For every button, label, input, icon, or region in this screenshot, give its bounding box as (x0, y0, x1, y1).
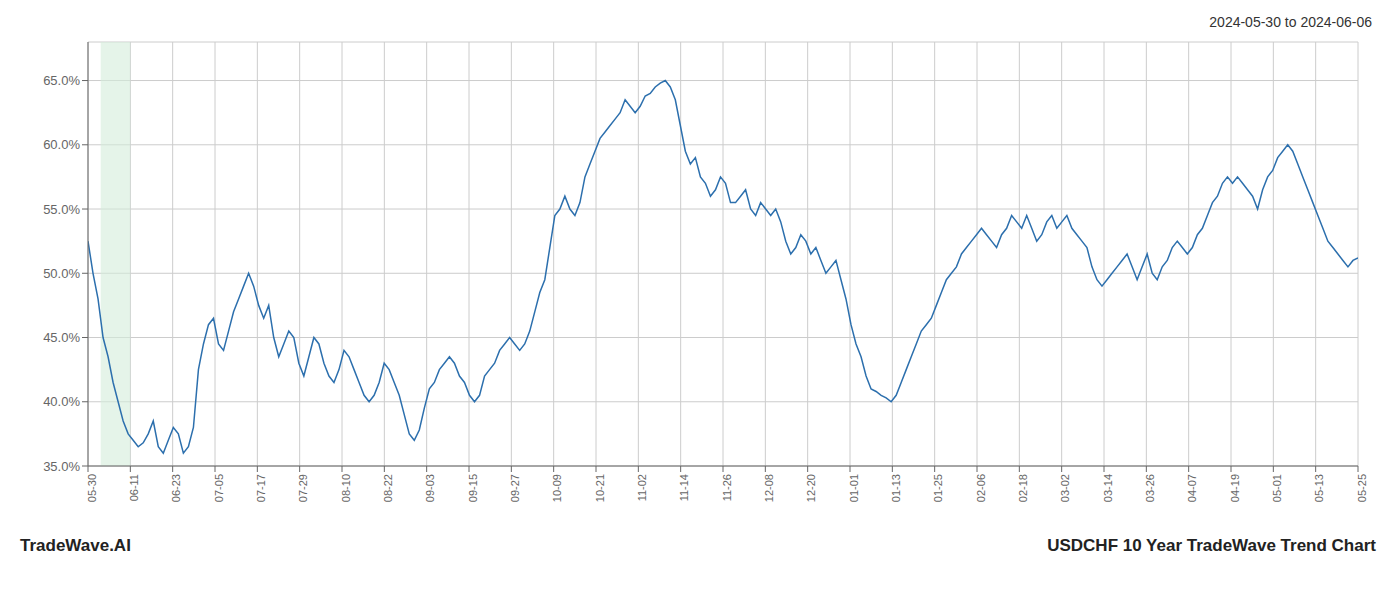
svg-text:05-01: 05-01 (1271, 474, 1283, 502)
svg-text:07-17: 07-17 (255, 474, 267, 502)
svg-text:60.0%: 60.0% (43, 137, 80, 152)
svg-text:10-21: 10-21 (594, 474, 606, 502)
svg-text:65.0%: 65.0% (43, 73, 80, 88)
svg-text:02-18: 02-18 (1017, 474, 1029, 502)
svg-text:35.0%: 35.0% (43, 459, 80, 474)
html-text:TradeWave.AI: TradeWave.AI (20, 536, 131, 555)
svg-text:12-20: 12-20 (805, 474, 817, 502)
svg-text:07-29: 07-29 (297, 474, 309, 502)
svg-text:04-19: 04-19 (1229, 474, 1241, 502)
svg-text:03-14: 03-14 (1102, 474, 1114, 502)
svg-text:03-02: 03-02 (1059, 474, 1071, 502)
svg-text:01-01: 01-01 (848, 474, 860, 502)
svg-text:05-25: 05-25 (1356, 474, 1368, 502)
svg-text:55.0%: 55.0% (43, 202, 80, 217)
svg-text:05-13: 05-13 (1313, 474, 1325, 502)
svg-text:03-26: 03-26 (1144, 474, 1156, 502)
svg-text:05-30: 05-30 (86, 474, 98, 502)
svg-text:12-08: 12-08 (763, 474, 775, 502)
html-text:USDCHF 10 Year TradeWave Trend: USDCHF 10 Year TradeWave Trend Chart (1047, 536, 1376, 555)
svg-text:08-10: 08-10 (340, 474, 352, 502)
svg-text:01-13: 01-13 (890, 474, 902, 502)
html-text:2024-05-30 to 2024-06-06: 2024-05-30 to 2024-06-06 (1209, 14, 1372, 30)
svg-text:11-26: 11-26 (721, 474, 733, 501)
svg-text:11-02: 11-02 (636, 474, 648, 501)
svg-text:02-06: 02-06 (975, 474, 987, 502)
svg-text:06-11: 06-11 (128, 474, 140, 501)
svg-text:11-14: 11-14 (678, 474, 690, 501)
svg-text:07-05: 07-05 (213, 474, 225, 502)
svg-text:50.0%: 50.0% (43, 266, 80, 281)
svg-text:09-03: 09-03 (424, 474, 436, 502)
svg-text:06-23: 06-23 (170, 474, 182, 502)
svg-text:10-09: 10-09 (551, 474, 563, 502)
svg-text:09-15: 09-15 (467, 474, 479, 502)
svg-text:04-07: 04-07 (1186, 474, 1198, 502)
svg-text:40.0%: 40.0% (43, 394, 80, 409)
svg-text:01-25: 01-25 (932, 474, 944, 502)
svg-text:09-27: 09-27 (509, 474, 521, 502)
svg-text:08-22: 08-22 (382, 474, 394, 502)
svg-text:45.0%: 45.0% (43, 330, 80, 345)
